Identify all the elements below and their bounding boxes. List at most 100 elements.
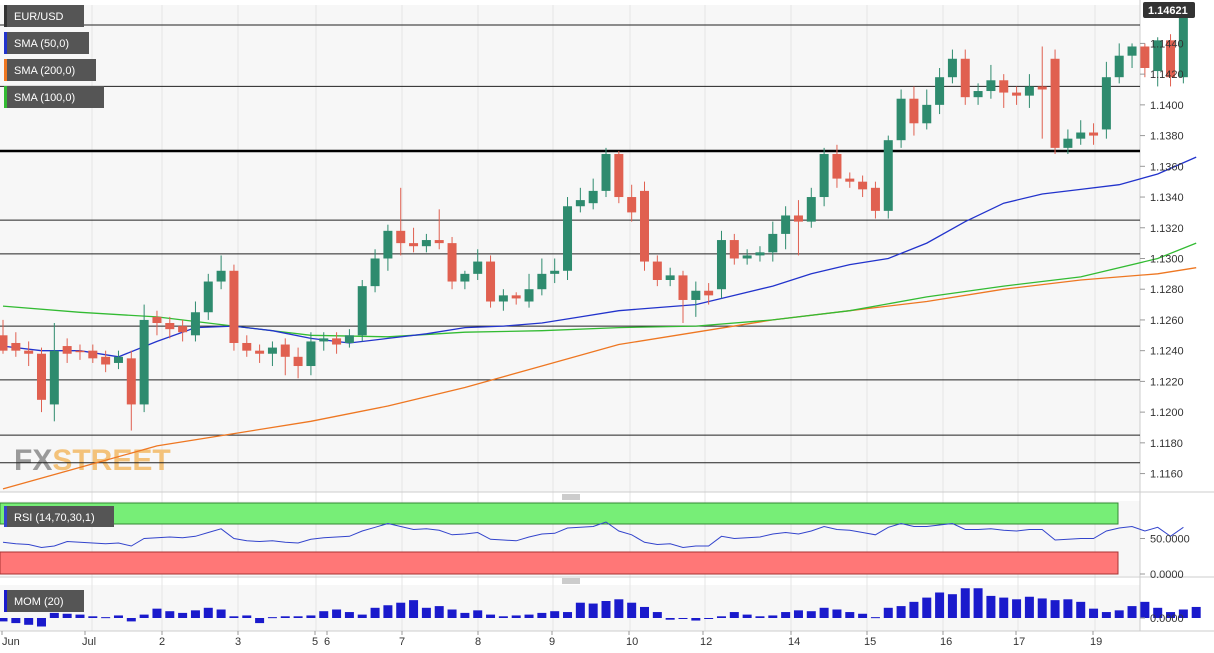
momentum-bar [858,613,868,618]
momentum-bar [806,611,816,618]
sma50-tag-bg [4,32,89,54]
momentum-bar [293,616,303,618]
candle-body [563,206,573,271]
momentum-bar [1153,607,1163,618]
candle-bullish [203,273,213,320]
candle-body [0,335,8,351]
candle-bullish [1101,61,1111,139]
rsi-overbought-zone [0,502,1119,525]
candle-bullish [742,249,752,265]
candle-bullish [896,89,906,148]
candle-body [49,350,59,405]
legend-sma200[interactable]: SMA (200,0) [4,59,96,81]
candle-bearish [178,319,188,342]
momentum-bar [152,608,162,618]
candle-bearish [999,74,1009,108]
candle-body [1024,86,1034,96]
momentum-bar [473,610,483,618]
candle-body [421,240,431,247]
momentum-bar [36,618,46,627]
date-axis: Jun Jul 2 3 5 6 7 8 9 10 12 14 15 16 17 19 [1,631,1102,648]
momentum-bar [190,610,200,618]
legend-sma50[interactable]: SMA (50,0) [4,32,89,54]
momentum-bar [768,615,778,618]
candle-body [1140,46,1150,68]
symbol-tag-bg [4,5,84,27]
price-tick-label: 1.1220 [1150,376,1184,388]
candle-body [36,353,46,400]
sma100-label: SMA (100,0) [14,92,75,104]
sma200-tag-marker [4,59,7,81]
candle-bullish [601,147,611,198]
momentum-bar [229,616,239,618]
candle-bearish [614,150,624,204]
candle-bullish [588,178,598,210]
legend-symbol[interactable]: EUR/USD [4,5,84,27]
momentum-bar [524,614,534,618]
momentum-bar [755,616,765,618]
rsi-resize-handle[interactable] [562,494,580,500]
candle-body [255,350,265,354]
price-tick-label: 1.1280 [1150,284,1184,296]
candle-body [88,350,98,359]
candle-body [896,98,906,141]
momentum-bar [883,607,893,618]
candle-body [434,240,444,244]
candle-bullish [1063,129,1073,155]
momentum-bar [640,606,649,618]
candle-bearish [1037,46,1047,139]
date-tick-label: 8 [475,636,481,648]
date-tick-label: 2 [159,636,165,648]
momentum-bar [819,607,829,618]
candle-bullish [973,83,983,105]
symbol-label: EUR/USD [14,11,64,23]
momentum-bar [396,602,406,618]
price-tick-label: 1.1200 [1150,407,1184,419]
momentum-bar [267,617,277,619]
momentum-bar [1191,606,1201,618]
candle-body [190,312,200,336]
candle-bullish [1114,43,1124,84]
momentum-bar [1127,606,1137,618]
legend-mom[interactable]: MOM (20) [4,590,84,612]
candle-bearish [793,200,803,256]
legend-rsi[interactable]: RSI (14,70,30,1) [4,506,114,527]
candle-bearish [255,344,265,363]
candle-body [806,197,816,222]
candle-body [691,290,701,300]
candle-bullish [806,187,816,228]
sma100-line [2,242,1197,338]
candle-bullish [755,246,765,262]
price-tick-label: 1.1240 [1150,346,1184,358]
rsi-polyline [2,521,1184,549]
candle-bullish [460,270,470,290]
candle-body [640,190,649,262]
candle-body [1050,58,1060,148]
legend-sma100[interactable]: SMA (100,0) [4,86,104,108]
mom-resize-handle[interactable] [562,578,580,584]
candle-bearish [652,255,662,287]
momentum-bar [1166,612,1176,618]
candle-bullish [922,89,932,130]
candle-body [62,346,72,354]
candle-bearish [858,175,868,198]
candle-bearish [11,332,21,357]
momentum-bar [511,615,521,618]
momentum-bar [75,614,85,618]
candle-bearish [486,255,496,308]
candle-body [614,154,624,198]
candle-body [486,261,496,302]
candle-bullish [819,147,829,207]
candle-bearish [1089,123,1099,145]
date-tick-label: 6 [324,636,330,648]
candle-bearish [1166,34,1176,87]
candle-body [165,323,175,330]
candle-bullish [575,187,585,213]
mom-tick-label: 0.0000 [1150,613,1184,625]
candle-body [1037,86,1047,90]
momentum-bar [601,601,611,618]
momentum-bar [1178,609,1188,618]
candle-body [216,270,226,282]
momentum-bar [678,618,688,619]
candle-body [1153,40,1163,72]
